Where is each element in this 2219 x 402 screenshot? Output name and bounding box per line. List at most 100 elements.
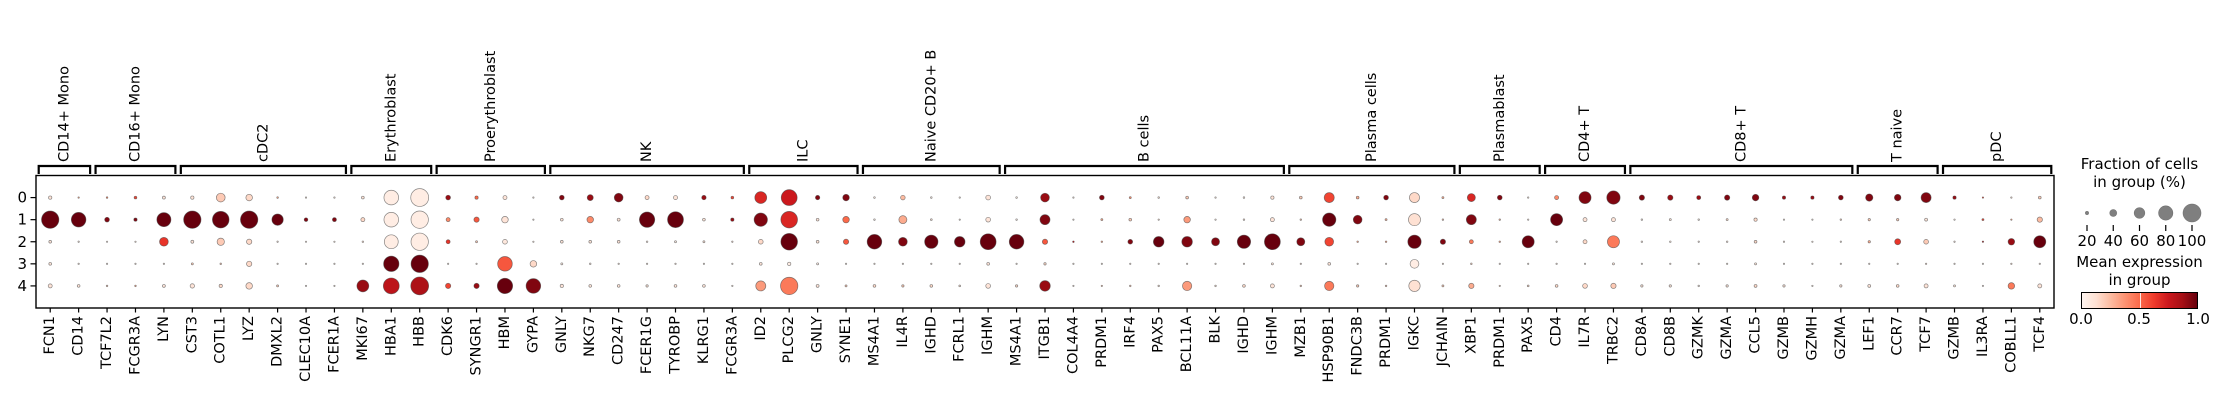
expression-dot [333, 196, 336, 199]
size-legend-tick-label: 40 [2104, 232, 2123, 250]
expression-dot [332, 217, 337, 223]
expression-dot [1466, 193, 1476, 202]
gene-label: CLEC10A [298, 316, 314, 382]
expression-dot [361, 195, 365, 200]
expression-dot [410, 210, 429, 229]
gene-label: BLK [1208, 316, 1224, 344]
expression-dot [276, 196, 279, 199]
gene-label: IL3RA [1975, 316, 1991, 357]
expression-dot [1865, 193, 1874, 202]
gene-label: IL7R [1577, 316, 1593, 348]
expression-dot [2007, 238, 2016, 246]
group-bracket [549, 164, 745, 174]
expression-dot [1468, 282, 1475, 289]
expression-dot [2038, 195, 2042, 200]
expression-dot [445, 282, 452, 289]
expression-dot [645, 284, 649, 288]
gene-label: JCHAIN [1435, 316, 1451, 367]
expression-dot [41, 210, 60, 229]
expression-dot [1669, 262, 1672, 265]
expression-dot [104, 216, 110, 223]
expression-dot [1811, 218, 1814, 221]
gene-label: KLRG1 [696, 316, 712, 364]
gene-label: ID2 [753, 316, 769, 341]
expression-dot [276, 240, 279, 243]
group-bracket [1288, 164, 1456, 174]
expression-dot [1725, 218, 1729, 222]
expression-dot [1640, 284, 1644, 288]
gene-label: PRDM1 [1492, 316, 1508, 368]
gene-label: LYN [156, 316, 172, 342]
expression-dot [2038, 262, 2041, 265]
expression-dot [1384, 284, 1388, 288]
expression-dot [1324, 280, 1335, 291]
gene-label: SYNGR1 [469, 316, 485, 375]
row-label: 3 [17, 255, 27, 273]
expression-dot [1582, 283, 1588, 289]
gene-label: CD14 [71, 316, 87, 356]
expression-dot [1441, 218, 1445, 221]
expression-dot [47, 283, 53, 289]
gene-label: IGHD [1236, 316, 1252, 354]
expression-dot [1867, 218, 1871, 222]
expression-dot [930, 218, 933, 221]
group-bracket [861, 164, 1001, 174]
expression-dot [532, 218, 535, 221]
expression-dot [1782, 240, 1786, 243]
expression-dot [674, 262, 677, 265]
expression-dot [1157, 218, 1160, 221]
expression-dot [240, 210, 259, 229]
expression-dot [1100, 262, 1103, 265]
gene-label: GYPA [525, 316, 541, 353]
expression-dot [900, 194, 906, 201]
expression-dot [1895, 284, 1900, 288]
expression-dot [639, 211, 656, 228]
gene-label: GNLY [554, 316, 570, 353]
expression-dot [758, 239, 764, 245]
gene-label: FCER1A [326, 316, 342, 373]
expression-dot [77, 240, 80, 243]
group-bracket [1544, 164, 1627, 174]
expression-dot [588, 284, 592, 288]
expression-dot [382, 277, 400, 295]
gene-label: MS4A1 [1009, 316, 1025, 366]
expression-dot [1157, 262, 1160, 265]
expression-dot [1264, 233, 1281, 251]
expression-dot [842, 216, 850, 224]
group-bracket [179, 164, 348, 174]
expression-dot [410, 188, 430, 207]
expression-dot [930, 196, 933, 199]
expression-dot [1186, 262, 1189, 265]
expression-dot [1838, 194, 1844, 201]
expression-dot [532, 196, 535, 199]
gene-label: FCGR3A [127, 316, 143, 375]
expression-dot [76, 284, 81, 288]
expression-dot [787, 261, 792, 266]
expression-dot [216, 192, 226, 203]
expression-dot [246, 238, 253, 245]
expression-dot [1839, 218, 1843, 221]
gene-label: HBM [497, 316, 513, 349]
row-label: 0 [17, 189, 27, 207]
expression-dot [473, 282, 480, 289]
expression-dot [673, 195, 678, 200]
expression-dot [873, 262, 876, 265]
expression-dot [162, 284, 166, 288]
size-legend-dot [2084, 210, 2090, 216]
expression-dot [502, 195, 508, 200]
legend-panel: Fraction of cells in group (%) 20 40 60 80 1… [2060, 150, 2219, 400]
expression-dot [48, 195, 53, 200]
expression-dot [356, 279, 370, 293]
expression-dot [815, 240, 820, 244]
expression-dot [1697, 218, 1700, 221]
expression-dot [1128, 217, 1132, 222]
expression-dot [2010, 218, 2013, 221]
expression-dot [1923, 239, 1929, 245]
expression-dot [1782, 218, 1786, 221]
expression-dot [162, 195, 166, 200]
gene-label: COL4A4 [1065, 316, 1081, 374]
expression-dot [271, 213, 284, 226]
expression-dot [1640, 240, 1644, 243]
group-label: B cells [1136, 115, 1152, 162]
